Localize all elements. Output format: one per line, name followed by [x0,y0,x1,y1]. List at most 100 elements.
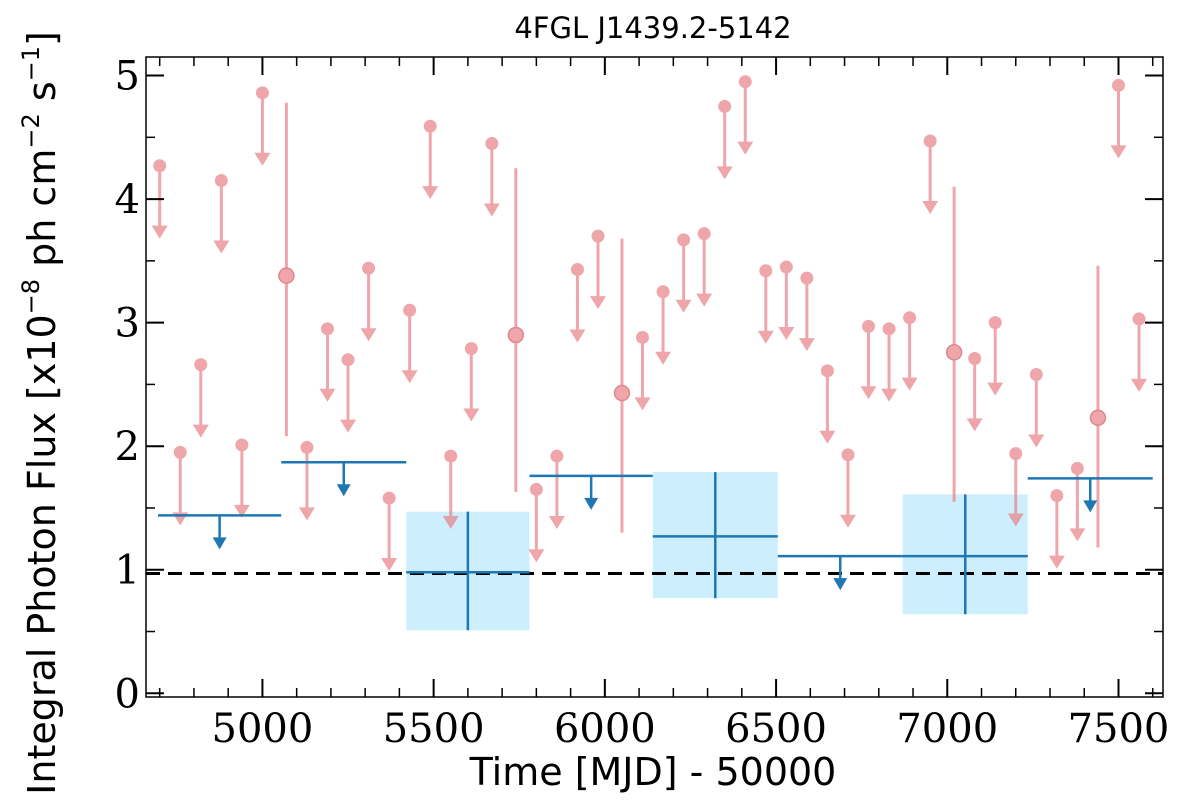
short-bin-point [442,449,459,530]
short-bin-point [819,364,836,444]
upper-limit-arrowhead [839,514,856,528]
short-bin-point [1028,368,1045,448]
upper-limit-arrowhead [1131,378,1148,392]
plot-frame [145,56,1164,698]
short-bin-point [966,351,983,432]
short-bin-point [548,449,565,530]
short-bin-point [881,322,898,402]
long-bin-series [157,461,1153,631]
upper-limit-arrowhead [422,186,439,200]
short-bin-point [381,491,398,572]
upper-limit-arrowhead [590,296,606,310]
upper-limit-arrowhead [528,549,545,563]
short-bin-marker [173,445,187,459]
upper-limit-arrowhead [655,351,672,365]
short-bin-point [716,99,733,180]
detection-marker [1089,409,1107,427]
short-bin-point [1110,78,1127,159]
short-bin-point [254,86,271,166]
short-bin-marker [382,491,396,505]
short-bin-marker [485,136,499,150]
long-bin-point [281,461,407,497]
short-bin-point [1131,312,1148,392]
upper-limit-arrowhead [483,203,500,217]
upper-limit-arrowhead [1069,528,1086,542]
short-bin-point [192,358,209,438]
short-bin-marker [214,174,228,188]
upper-limit-arrowhead [212,537,227,550]
short-bin-marker [1111,78,1125,92]
y-tick-label: 5 [115,54,140,100]
short-bin-marker [320,322,334,336]
upper-limit-arrowhead [833,578,848,591]
long-bin-point [406,511,530,631]
short-bin-point [151,159,168,239]
short-bin-marker [656,285,670,299]
short-bin-marker [403,303,417,317]
short-bin-point [507,168,525,492]
short-bin-marker [1050,489,1064,503]
short-bin-marker [862,319,876,333]
short-bin-series [151,75,1148,572]
short-bin-marker [591,229,605,243]
long-bin-point [902,494,1028,615]
short-bin-point [213,174,230,254]
x-tick-label: 6500 [725,706,827,752]
upper-limit-arrowhead [360,328,377,342]
upper-limit-arrowhead [1048,555,1065,569]
short-bin-point [569,263,586,343]
upper-limit-arrowhead [569,329,586,343]
short-bin-point [1007,447,1024,527]
upper-limit-arrowhead [213,240,230,254]
short-bin-point [483,136,500,217]
short-bin-point [613,238,631,533]
upper-limit-arrowhead [254,152,271,166]
upper-limit-arrowhead [298,507,315,521]
short-bin-point [945,186,963,502]
upper-limit-arrowhead [860,386,877,400]
short-bin-marker [968,351,982,365]
short-bin-point [1069,461,1086,542]
upper-limit-arrowhead [1028,434,1045,448]
short-bin-point [839,448,856,528]
long-bin-point [1027,477,1153,513]
upper-limit-arrowhead [966,418,983,432]
upper-limit-arrowhead [336,484,351,497]
short-bin-point [401,303,418,384]
detection-marker [507,326,525,344]
upper-limit-arrowhead [548,516,565,530]
upper-limit-arrowhead [1110,145,1127,159]
short-bin-marker [988,316,1002,330]
x-tick-label: 5500 [383,706,485,752]
short-bin-point [634,330,651,411]
short-bin-point [528,482,545,563]
long-bin-point [777,554,903,591]
axis-ticks: 5000 5500 6000 6500 7000 7500 0 1 2 3 4 5 [115,54,1170,752]
upper-limit-arrowhead [192,424,209,438]
upper-limit-arrowhead [716,166,733,180]
short-bin-marker [1029,368,1043,382]
short-bin-point [737,75,754,155]
short-bin-marker [529,482,543,496]
short-bin-marker [882,322,896,336]
short-bin-marker [779,260,793,274]
upper-limit-arrowhead [778,326,795,340]
upper-limit-arrowhead [757,330,774,344]
y-tick-label: 2 [115,424,140,470]
y-axis-label-exp3: −1 [17,46,45,81]
upper-limit-arrowhead [634,397,651,411]
upper-limit-arrowhead [798,338,815,352]
upper-limit-arrowhead [151,225,168,239]
short-bin-marker [1009,447,1023,461]
short-bin-marker [718,99,732,113]
detection-marker [945,344,963,361]
upper-limit-arrowhead [675,299,692,313]
short-bin-marker [841,448,855,462]
upper-limit-arrowhead [737,141,754,155]
short-bin-marker [1132,312,1146,326]
x-tick-label: 7500 [1068,706,1170,752]
upper-limit-arrowhead [922,200,939,214]
short-bin-point [901,311,918,391]
short-bin-marker [1070,461,1084,475]
short-bin-marker [255,86,269,100]
